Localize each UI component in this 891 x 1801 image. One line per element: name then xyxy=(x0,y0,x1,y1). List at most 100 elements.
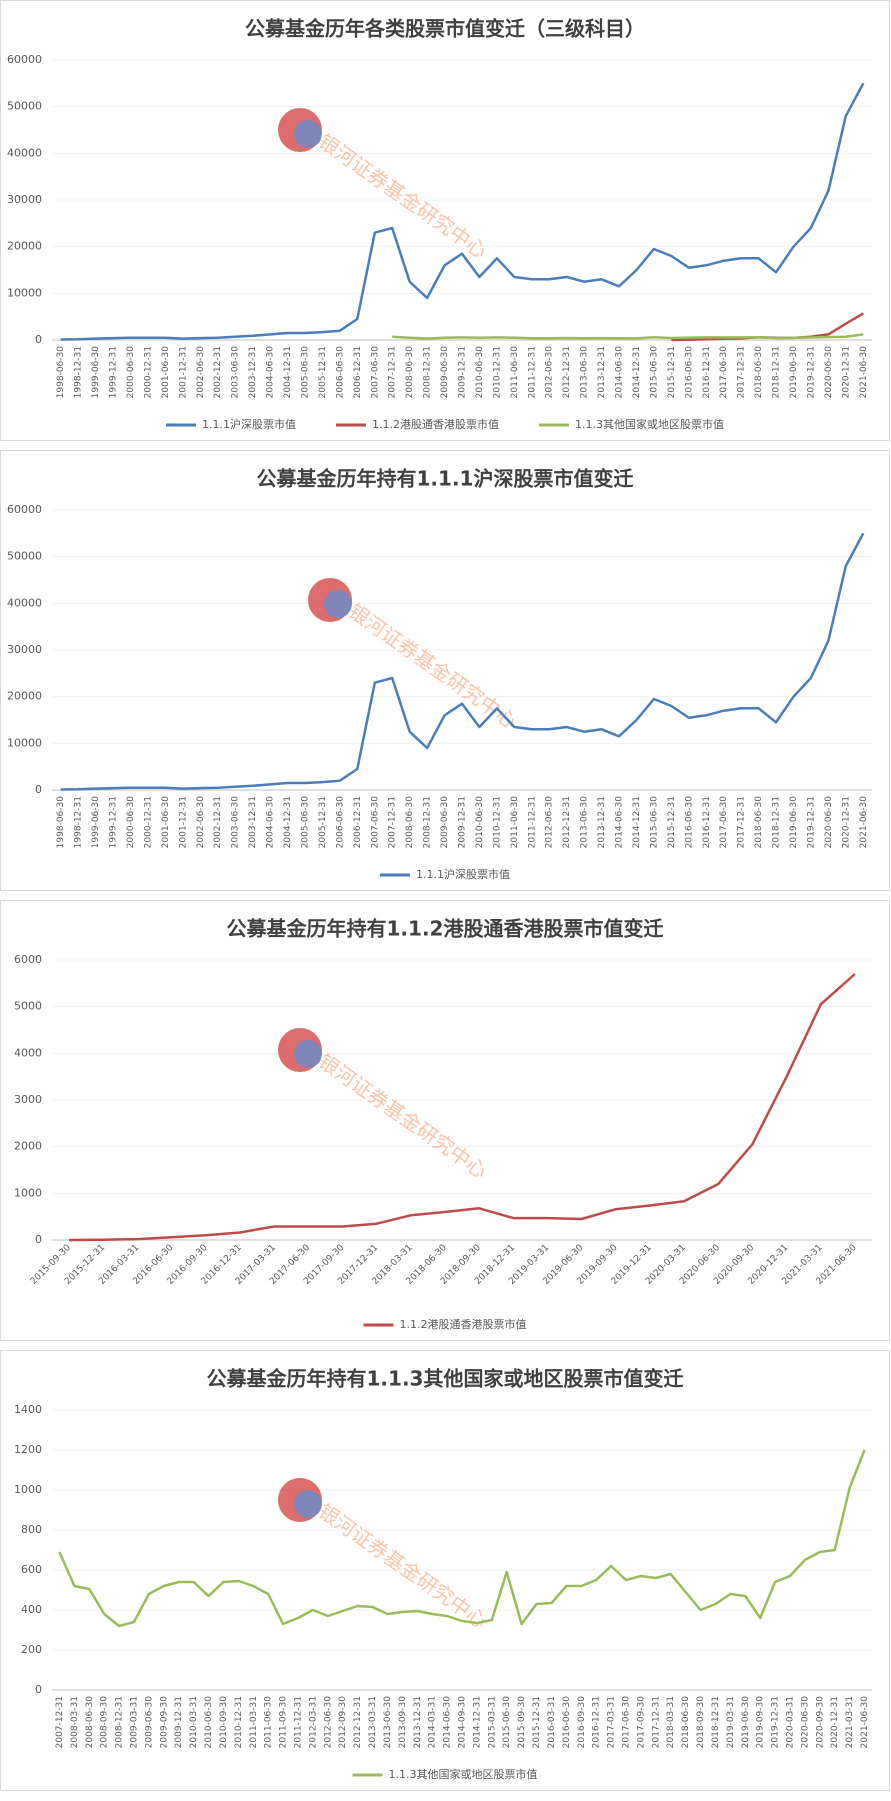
y-tick-label: 3000 xyxy=(14,1093,42,1106)
x-tick-label: 2006-12-31 xyxy=(353,346,363,398)
x-tick-label: 2005-12-31 xyxy=(318,796,328,848)
x-tick-label: 2003-06-30 xyxy=(231,346,241,399)
y-tick-label: 6000 xyxy=(14,953,42,966)
x-tick-label: 2009-06-30 xyxy=(440,796,450,849)
x-tick-label: 2015-09-30 xyxy=(517,1696,527,1749)
x-tick-label: 2018-06-30 xyxy=(681,1696,691,1749)
x-tick-label: 2014-03-31 xyxy=(428,1696,438,1748)
x-tick-label: 2010-03-31 xyxy=(189,1696,199,1748)
x-tick-label: 2011-12-31 xyxy=(294,1696,304,1748)
x-tick-label: 2011-12-31 xyxy=(527,796,537,848)
x-tick-label: 2020-06-30 xyxy=(824,796,834,849)
legend-label: 1.1.1沪深股票市值 xyxy=(202,417,296,431)
x-tick-label: 2010-12-31 xyxy=(492,796,502,848)
y-tick-label: 1000 xyxy=(14,1186,42,1199)
x-tick-label: 2001-12-31 xyxy=(178,346,188,398)
x-tick-label: 2008-03-31 xyxy=(70,1696,80,1748)
x-tick-label: 2019-12-31 xyxy=(771,1696,781,1748)
y-tick-label: 0 xyxy=(35,1233,42,1246)
x-tick-label: 1998-06-30 xyxy=(56,346,66,399)
x-tick-label: 2016-06-30 xyxy=(684,796,694,849)
x-tick-label: 2014-12-31 xyxy=(632,346,642,398)
x-tick-label: 2008-06-30 xyxy=(405,346,415,399)
legend-label: 1.1.2港股通香港股票市值 xyxy=(400,1317,527,1331)
series-line xyxy=(60,532,865,791)
x-tick-label: 2013-12-31 xyxy=(597,346,607,398)
x-tick-label: 2018-12-31 xyxy=(772,346,782,398)
y-tick-label: 60000 xyxy=(7,53,42,66)
x-tick-label: 2012-06-30 xyxy=(545,346,555,399)
y-tick-label: 5000 xyxy=(14,1000,42,1013)
y-tick-label: 30000 xyxy=(7,643,42,656)
x-tick-label: 2009-12-31 xyxy=(458,796,468,848)
legend-label: 1.1.3其他国家或地区股票市值 xyxy=(575,417,724,431)
x-tick-label: 2009-12-31 xyxy=(458,346,468,398)
x-tick-label: 2011-09-30 xyxy=(279,1696,289,1749)
series-line xyxy=(392,333,864,340)
x-tick-label: 2003-12-31 xyxy=(248,796,258,848)
x-tick-label: 2015-12-31 xyxy=(667,346,677,398)
x-tick-label: 2007-12-31 xyxy=(388,796,398,848)
x-tick-label: 2002-06-30 xyxy=(196,796,206,849)
x-tick-label: 2008-06-30 xyxy=(85,1696,95,1749)
x-tick-label: 2001-12-31 xyxy=(178,796,188,848)
x-tick-label: 2017-12-31 xyxy=(651,1696,661,1748)
y-tick-label: 40000 xyxy=(7,596,42,609)
x-tick-label: 2014-06-30 xyxy=(615,796,625,849)
x-tick-label: 2015-06-30 xyxy=(649,346,659,399)
x-tick-label: 2008-09-30 xyxy=(100,1696,110,1749)
x-tick-label: 2019-12-31 xyxy=(806,796,816,848)
x-tick-label: 2018-03-31 xyxy=(666,1696,676,1748)
y-tick-label: 0 xyxy=(35,333,42,346)
x-tick-label: 2020-03-31 xyxy=(786,1696,796,1748)
x-tick-label: 2013-06-30 xyxy=(580,796,590,849)
x-tick-label: 2014-06-30 xyxy=(443,1696,453,1749)
x-tick-label: 2011-06-30 xyxy=(510,796,520,849)
x-tick-label: 2014-12-31 xyxy=(472,1696,482,1748)
x-tick-label: 2002-12-31 xyxy=(213,796,223,848)
x-tick-label: 2013-06-30 xyxy=(383,1696,393,1749)
x-tick-label: 2008-12-31 xyxy=(423,796,433,848)
chart-title: 公募基金历年持有1.1.1沪深股票市值变迁 xyxy=(257,467,634,491)
x-tick-label: 2021-06-30 xyxy=(860,1696,870,1749)
y-tick-label: 10000 xyxy=(7,286,42,299)
x-tick-label: 2015-12-31 xyxy=(667,796,677,848)
y-tick-label: 30000 xyxy=(7,193,42,206)
x-tick-label: 2009-12-31 xyxy=(174,1696,184,1748)
y-tick-label: 1400 xyxy=(14,1403,42,1416)
x-tick-label: 2010-09-30 xyxy=(219,1696,229,1749)
legend: 1.1.1沪深股票市值 1.1.2港股通香港股票市值 1.1.3其他国家或地区股票市… xyxy=(166,417,724,431)
x-tick-label: 2020-12-31 xyxy=(841,346,851,398)
x-tick-label: 2019-03-31 xyxy=(726,1696,736,1748)
x-tick-label: 2003-06-30 xyxy=(231,796,241,849)
x-tick-label: 2003-12-31 xyxy=(248,346,258,398)
chart-title: 公募基金历年持有1.1.2港股通香港股票市值变迁 xyxy=(227,917,664,941)
y-tick-label: 60000 xyxy=(7,503,42,516)
x-tick-label: 2004-06-30 xyxy=(266,346,276,399)
x-tick-label: 2006-06-30 xyxy=(335,346,345,399)
legend: 1.1.1沪深股票市值 xyxy=(380,867,510,881)
chart-panel: 公募基金历年持有1.1.2港股通香港股票市值变迁 0 1000 2000 3000 400… xyxy=(0,900,890,1341)
watermark-logo xyxy=(324,590,352,618)
y-tick-label: 4000 xyxy=(14,1046,42,1059)
chart-title: 公募基金历年持有1.1.3其他国家或地区股票市值变迁 xyxy=(207,1367,684,1391)
x-tick-label: 2014-06-30 xyxy=(615,346,625,399)
x-tick-label: 2005-06-30 xyxy=(300,796,310,849)
x-tick-label: 2018-09-30 xyxy=(696,1696,706,1749)
x-tick-label: 2007-12-31 xyxy=(388,346,398,398)
legend-label: 1.1.1沪深股票市值 xyxy=(416,867,510,881)
x-tick-label: 2004-12-31 xyxy=(283,346,293,398)
x-tick-label: 2010-06-30 xyxy=(475,346,485,399)
x-tick-label: 2000-12-31 xyxy=(143,796,153,848)
watermark-logo xyxy=(294,1490,322,1518)
x-tick-label: 2005-06-30 xyxy=(300,346,310,399)
x-tick-label: 2006-06-30 xyxy=(335,796,345,849)
x-tick-label: 2016-12-31 xyxy=(702,346,712,398)
x-tick-label: 2019-06-30 xyxy=(789,346,799,399)
x-tick-label: 2018-06-30 xyxy=(754,796,764,849)
x-tick-label: 2006-12-31 xyxy=(353,796,363,848)
x-tick-label: 2010-06-30 xyxy=(204,1696,214,1749)
x-tick-label: 2017-06-30 xyxy=(719,346,729,399)
y-tick-label: 0 xyxy=(35,783,42,796)
x-tick-label: 2012-06-30 xyxy=(545,796,555,849)
